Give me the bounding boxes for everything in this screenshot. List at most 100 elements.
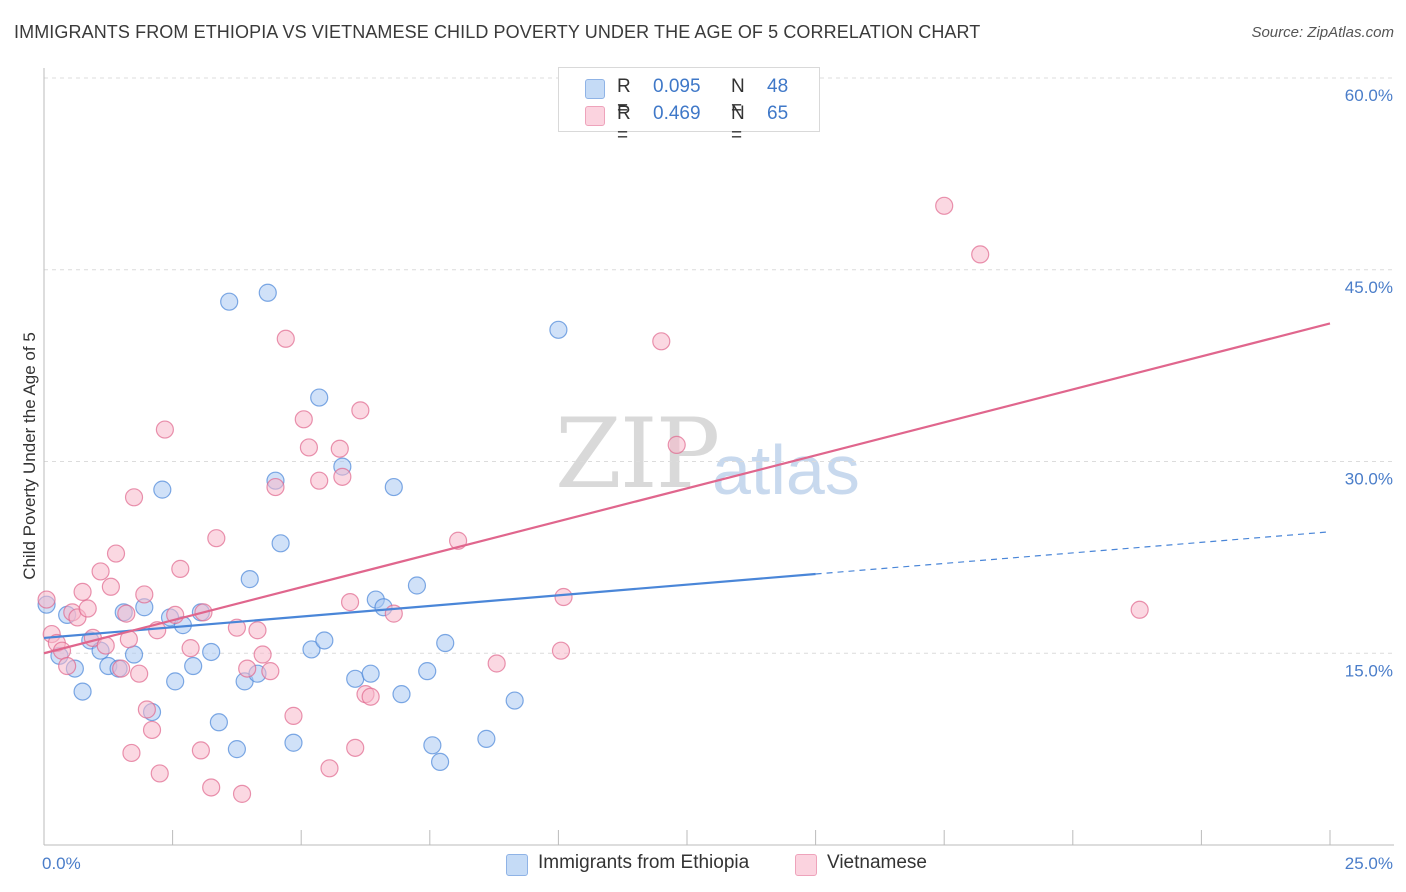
r-value: 0.469: [653, 103, 701, 124]
ethiopia-point: [220, 292, 239, 311]
ethiopia-point: [310, 388, 329, 407]
vietnamese-point: [261, 662, 280, 681]
vietnamese-point: [130, 664, 149, 683]
vietnamese-point: [299, 438, 319, 457]
vietnamese-point: [351, 401, 370, 420]
ethiopia-point: [392, 685, 411, 704]
ethiopia-point: [240, 570, 259, 589]
watermark-atlas: atlas: [712, 431, 860, 509]
ethiopia-point: [315, 631, 334, 650]
ethiopia-point: [302, 640, 321, 659]
vietnamese-point: [554, 587, 573, 607]
vietnamese-point: [1130, 600, 1149, 619]
ethiopia-point: [153, 480, 172, 499]
vietnamese-point: [191, 741, 210, 760]
vietnamese-point: [142, 720, 162, 740]
vietnamese-point: [91, 562, 110, 581]
vietnamese-point: [361, 687, 380, 706]
ethiopia-point: [423, 736, 442, 755]
ethiopia-point: [73, 682, 92, 701]
vietnamese-point: [227, 618, 246, 637]
ethiopia-point: [384, 477, 403, 497]
vietnamese-point: [330, 439, 349, 458]
vietnamese-point: [124, 488, 144, 507]
ethiopia-point: [124, 645, 144, 664]
y-tick-label: 60.0%: [1345, 86, 1393, 105]
vietnamese-point: [101, 577, 120, 596]
vietnamese-point: [935, 196, 954, 215]
n-value: 48: [767, 76, 789, 97]
vietnamese-point: [551, 641, 571, 660]
vietnamese-point: [181, 639, 200, 658]
ethiopia-point: [209, 713, 228, 732]
x-tick-label: 0.0%: [42, 854, 81, 873]
vietnamese-point: [117, 604, 136, 623]
vietnamese-point: [73, 582, 92, 601]
vietnamese-point: [150, 764, 169, 783]
vietnamese-trend-line: [43, 322, 1331, 655]
ethiopia-point: [166, 672, 185, 691]
vietnamese-point: [122, 743, 141, 763]
y-tick-label: 30.0%: [1345, 470, 1393, 489]
vietnamese-point: [652, 332, 671, 351]
ethiopia-point: [430, 752, 450, 772]
ethiopia-point: [361, 664, 380, 683]
x-tick-label: 25.0%: [1345, 854, 1393, 873]
ethiopia-point: [258, 283, 277, 302]
vietnamese-point: [310, 471, 329, 490]
vietnamese-point: [232, 784, 252, 803]
vietnamese-point: [207, 529, 226, 548]
vietnamese-point: [238, 659, 257, 678]
ethiopia-point: [436, 633, 455, 653]
correlation-legend: R = 0.095 N = 48 R = 0.469 N = 65: [558, 67, 820, 146]
n-label: N =: [731, 103, 745, 146]
legend-swatch-vietnamese: [585, 106, 605, 126]
vietnamese-point: [266, 477, 285, 497]
vietnamese-point: [667, 435, 686, 454]
ethiopia-point: [477, 729, 496, 748]
legend-swatch-vietnamese: [795, 854, 817, 876]
vietnamese-point: [112, 659, 131, 678]
ethiopia-point: [418, 662, 437, 681]
vietnamese-point: [248, 621, 267, 640]
ethiopia-point: [227, 740, 246, 759]
ethiopia-point: [284, 733, 303, 752]
vietnamese-point: [37, 590, 56, 609]
vietnamese-point: [58, 656, 77, 676]
ethiopia-point: [184, 656, 203, 676]
n-label: N =: [731, 76, 745, 119]
ethiopia-trend-line: [43, 572, 816, 640]
ethiopia-point: [505, 691, 524, 710]
vietnamese-point: [135, 585, 154, 604]
vietnamese-point: [346, 738, 365, 757]
vietnamese-point: [320, 759, 339, 778]
vietnamese-point: [137, 700, 156, 719]
legend-label-ethiopia: Immigrants from Ethiopia: [538, 852, 750, 873]
ethiopia-trend-line-extension: [815, 531, 1331, 575]
legend-label-vietnamese: Vietnamese: [827, 852, 927, 873]
vietnamese-point: [106, 544, 126, 563]
vietnamese-point: [155, 420, 174, 439]
vietnamese-point: [171, 559, 190, 578]
chart-title: IMMIGRANTS FROM ETHIOPIA VS VIETNAMESE C…: [14, 22, 981, 42]
vietnamese-point: [284, 706, 303, 725]
legend-swatch-ethiopia: [585, 79, 605, 99]
watermark-zip: ZIP: [555, 398, 720, 510]
r-label: R =: [617, 103, 631, 146]
r-value: 0.095: [653, 76, 701, 97]
ethiopia-point: [202, 642, 221, 662]
legend-swatch-ethiopia: [506, 854, 528, 876]
vietnamese-point: [340, 593, 360, 612]
ethiopia-point: [346, 669, 365, 688]
series-legend: Immigrants from Ethiopia Vietnamese: [0, 852, 1406, 878]
vietnamese-point: [253, 645, 272, 664]
n-value: 65: [767, 103, 789, 124]
ethiopia-point: [549, 320, 568, 339]
ethiopia-point: [407, 576, 427, 595]
vietnamese-point: [276, 329, 295, 348]
y-tick-label: 15.0%: [1345, 661, 1393, 680]
vietnamese-point: [971, 245, 990, 264]
r-label: R =: [617, 76, 631, 119]
vietnamese-point: [202, 778, 221, 797]
